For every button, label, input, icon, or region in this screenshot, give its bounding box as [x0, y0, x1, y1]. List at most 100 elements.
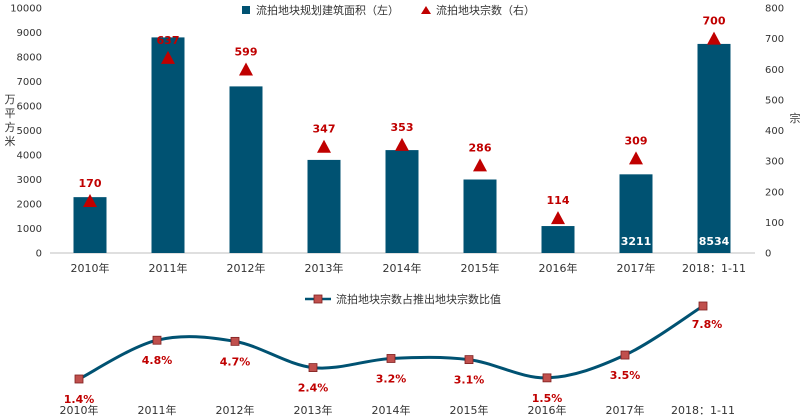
triangle-marker: [551, 211, 565, 225]
ratio-point: [308, 363, 318, 372]
legend-bar-label: 流拍地块规划建筑面积（左）: [256, 3, 399, 17]
right-axis-ticks: 0 100 200 300 400 500 600 700 800: [765, 4, 784, 260]
left-axis-title-char: 平: [5, 107, 16, 120]
left-tick-label: 5000: [17, 126, 42, 137]
triangle-marker: [83, 193, 97, 207]
left-axis-title-char: 米: [5, 135, 16, 148]
left-tick-label: 10000: [10, 4, 42, 15]
ratio-value-label: 1.4%: [64, 393, 95, 406]
right-tick-label: 600: [765, 65, 784, 76]
left-axis-ticks: 0 1000 2000 3000 4000 5000 6000 7000 8000 9000 100…: [10, 4, 42, 260]
ratio-value-label: 4.7%: [220, 355, 251, 368]
right-tick-label: 500: [765, 95, 784, 106]
right-axis-title: 宗: [790, 111, 801, 125]
triangle-value-label: 599: [235, 46, 258, 59]
bottom-x-tick-label: 2016年: [528, 403, 567, 417]
legend-line-label: 流拍地块宗数占推出地块宗数比值: [336, 292, 501, 306]
ratio-points: 1.4% 4.8% 4.7% 2.4% 3.2% 3.1% 1.5% 3.5% 7.8%: [64, 301, 723, 406]
x-tick-label: 2015年: [461, 261, 500, 275]
bottom-x-tick-label: 2012年: [216, 403, 255, 417]
right-tick-label: 0: [765, 249, 771, 260]
left-tick-label: 9000: [17, 28, 42, 39]
right-tick-label: 800: [765, 4, 784, 15]
right-tick-label: 300: [765, 157, 784, 168]
bar: [151, 37, 185, 254]
bar-value-label: 8534: [699, 235, 730, 248]
ratio-point: [74, 374, 84, 384]
ratio-point: [464, 355, 474, 365]
triangle-value-label: 286: [469, 141, 492, 154]
bar-chart-legend: 流拍地块规划建筑面积（左） 流拍地块宗数（右）: [242, 3, 535, 17]
left-axis-title: 万 平 方 米: [5, 93, 16, 148]
left-tick-label: 8000: [17, 53, 42, 64]
x-tick-label: 2016年: [539, 261, 578, 275]
right-tick-label: 700: [765, 34, 784, 45]
right-tick-label: 100: [765, 218, 784, 229]
left-tick-label: 4000: [17, 151, 42, 162]
triangle-marker: [317, 139, 331, 153]
x-tick-label: 2011年: [149, 261, 188, 275]
bottom-x-tick-label: 2013年: [294, 403, 333, 417]
ratio-value-label: 4.8%: [142, 354, 173, 367]
bar: [697, 43, 731, 254]
ratio-point: [698, 301, 708, 311]
ratio-value-label: 3.5%: [610, 369, 641, 382]
left-tick-label: 3000: [17, 175, 42, 186]
ratio-point: [386, 354, 396, 363]
triangle-value-label: 170: [79, 177, 102, 190]
triangle-value-label: 353: [391, 121, 414, 134]
triangle-value-label: 700: [703, 15, 726, 28]
left-tick-label: 1000: [17, 224, 42, 235]
ratio-point: [542, 373, 552, 383]
triangle-marker: [707, 31, 721, 45]
triangle-marker: [395, 137, 409, 151]
triangle-value-label: 637: [157, 34, 180, 47]
bar-value-label: 3211: [621, 235, 652, 248]
triangle-value-label: 309: [625, 134, 648, 147]
bar-series: 3211 8534: [73, 37, 731, 254]
x-tick-label: 2010年: [71, 261, 110, 275]
x-tick-label: 2013年: [305, 261, 344, 275]
triangle-value-label: 114: [547, 194, 570, 207]
triangle-marker: [239, 62, 253, 76]
ratio-value-label: 2.4%: [298, 382, 329, 395]
legend-bar-swatch: [242, 6, 250, 14]
ratio-value-label: 3.1%: [454, 374, 485, 387]
x-tick-label: 2018：1-11: [682, 262, 746, 275]
triangle-marker: [161, 50, 175, 64]
left-tick-label: 2000: [17, 200, 42, 211]
left-axis-title-char: 方: [5, 120, 16, 134]
triangle-series: 170 637 599 347 353 286 114 309 700: [79, 15, 726, 225]
bar: [541, 226, 575, 253]
right-tick-label: 400: [765, 126, 784, 137]
bar: [229, 86, 263, 254]
ratio-line: [78, 304, 704, 381]
triangle-marker: [473, 158, 487, 172]
ratio-point: [230, 336, 240, 346]
triangle-value-label: 347: [313, 123, 336, 136]
x-axis-tick-labels: 2010年 2011年 2012年 2013年 2014年 2015年 2016年 2017年…: [71, 261, 746, 275]
bar: [463, 179, 497, 253]
triangle-marker: [629, 151, 643, 165]
bottom-x-tick-label: 2018：1-11: [671, 404, 735, 417]
ratio-value-label: 3.2%: [376, 372, 407, 385]
ratio-value-label: 7.8%: [692, 318, 723, 331]
x-tick-label: 2017年: [617, 261, 656, 275]
right-tick-label: 200: [765, 187, 784, 198]
legend-triangle-label: 流拍地块宗数（右）: [436, 3, 535, 17]
bottom-x-tick-label: 2010年: [60, 403, 99, 417]
left-tick-label: 0: [36, 249, 42, 260]
bottom-x-axis-tick-labels: 2010年 2011年 2012年 2013年 2014年 2015年 2016年 2017年…: [60, 403, 735, 417]
bar: [385, 150, 419, 253]
ratio-point: [152, 335, 162, 345]
bottom-x-tick-label: 2011年: [138, 403, 177, 417]
left-tick-label: 7000: [17, 77, 42, 88]
bottom-x-tick-label: 2017年: [606, 403, 645, 417]
x-tick-label: 2012年: [227, 261, 266, 275]
bottom-x-tick-label: 2015年: [450, 403, 489, 417]
x-tick-label: 2014年: [383, 261, 422, 275]
ratio-value-label: 1.5%: [532, 392, 563, 405]
legend-triangle-swatch: [421, 6, 431, 14]
